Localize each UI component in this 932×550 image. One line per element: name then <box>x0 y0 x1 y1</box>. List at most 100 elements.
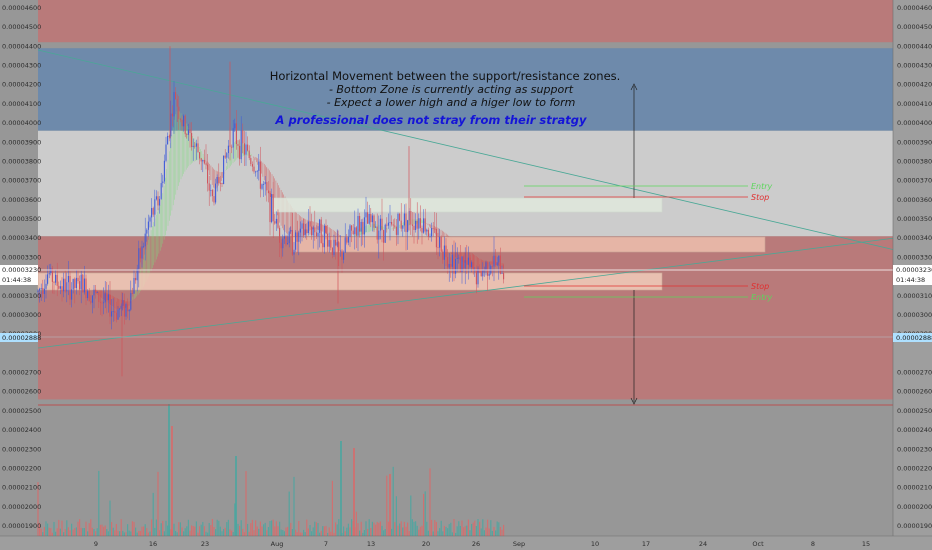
candle-body <box>144 233 146 247</box>
candle-body <box>429 236 431 238</box>
candle-body <box>117 309 119 320</box>
volume-bar <box>471 523 473 536</box>
candle-body <box>135 277 137 281</box>
ascending-trendline <box>37 237 896 349</box>
candle-body <box>80 274 82 290</box>
candle-body <box>459 257 461 272</box>
volume-bar <box>98 470 100 536</box>
lower-stop-label: Stop <box>751 282 769 291</box>
left-price-tick: 0.00002100 <box>2 484 41 492</box>
volume-bar <box>96 528 98 536</box>
volume-bar <box>112 527 114 536</box>
candle-body <box>333 239 335 255</box>
volume-bar <box>383 530 385 536</box>
candle-body <box>336 242 338 246</box>
volume-bar <box>144 524 146 536</box>
volume-bar <box>219 526 221 536</box>
candle-body <box>315 232 317 237</box>
volume-bar <box>271 520 273 536</box>
time-tick: Sep <box>513 540 525 548</box>
candle-body <box>443 245 445 260</box>
annotation-title: Horizontal Movement between the support/… <box>270 69 621 83</box>
volume-bar <box>403 521 405 536</box>
volume-bar <box>442 531 444 536</box>
candle-body <box>279 227 281 243</box>
volume-bar <box>418 529 420 536</box>
volume-bar <box>103 526 105 536</box>
volume-bar <box>231 530 233 536</box>
candle-body <box>48 273 50 275</box>
candle-body <box>42 288 44 294</box>
candle-body <box>272 194 274 222</box>
volume-bar <box>165 520 167 536</box>
candle-body <box>378 230 380 240</box>
candle-body <box>55 274 57 283</box>
volume-bar <box>360 521 362 536</box>
volume-bar <box>450 522 452 536</box>
volume-bar <box>408 531 410 536</box>
volume-bar <box>155 519 157 536</box>
candle-body <box>173 92 175 117</box>
volume-bar <box>183 531 185 536</box>
volume-bar <box>301 532 303 536</box>
time-tick: 16 <box>149 540 157 548</box>
candle-body <box>330 240 332 248</box>
candle-body <box>298 232 300 242</box>
volume-bar <box>114 530 116 536</box>
candle-body <box>122 300 124 306</box>
candle-body <box>455 258 457 274</box>
candle-body <box>215 183 217 203</box>
volume-bar <box>67 527 69 536</box>
candle-body <box>267 190 269 194</box>
volume-bar <box>189 530 191 536</box>
volume-bar <box>119 531 121 536</box>
volume-bar <box>136 532 138 536</box>
candle-body <box>373 215 375 228</box>
right-current-price-tag <box>893 265 932 285</box>
projection-arrows <box>630 83 638 405</box>
volume-bar <box>64 529 66 536</box>
time-axis[interactable]: 9 16 23 Aug 7 13 20 26 Sep 10 17 24 Oct 8 15 <box>0 535 932 550</box>
candle-body <box>263 184 265 185</box>
volume-bar <box>440 520 442 536</box>
volume-bar <box>74 528 76 536</box>
candle-body <box>370 214 372 223</box>
left-price-tick: 0.00004300 <box>2 61 41 69</box>
candle-body <box>323 225 325 248</box>
candle-body <box>274 221 276 224</box>
volume-bar <box>141 526 143 536</box>
candle-body <box>255 171 257 173</box>
candle-body <box>213 196 215 203</box>
left-price-tick: 0.00002700 <box>2 369 41 377</box>
volume-bar <box>122 530 124 536</box>
candle-body <box>480 268 482 277</box>
volume-bar <box>453 519 455 536</box>
candle-body <box>303 223 305 236</box>
range-boxes <box>37 197 766 291</box>
volume-bar <box>349 527 351 536</box>
volume-bar <box>365 521 367 536</box>
candle-body <box>139 248 141 259</box>
volume-bar <box>176 532 178 536</box>
candle-body <box>192 145 194 148</box>
candle-body <box>61 286 63 292</box>
volume-bar <box>391 528 393 536</box>
candle-body <box>311 226 313 236</box>
volume-bar <box>312 527 314 536</box>
candle-body <box>447 257 449 268</box>
candle-body <box>219 182 221 184</box>
candle-body <box>328 240 330 247</box>
candle-body <box>450 263 452 267</box>
volume-bar <box>224 527 226 536</box>
candle-body <box>82 274 84 293</box>
candle-body <box>205 163 207 165</box>
right-price-tick: 0.00003100 <box>897 292 932 300</box>
left-price-tick: 0.00002000 <box>2 503 41 511</box>
candle-body <box>319 219 321 233</box>
candle-body <box>39 288 41 291</box>
candle-body <box>341 250 343 260</box>
right-price-tick: 0.00003000 <box>897 311 932 319</box>
volume-bar <box>149 531 151 536</box>
candle-body <box>266 182 268 191</box>
